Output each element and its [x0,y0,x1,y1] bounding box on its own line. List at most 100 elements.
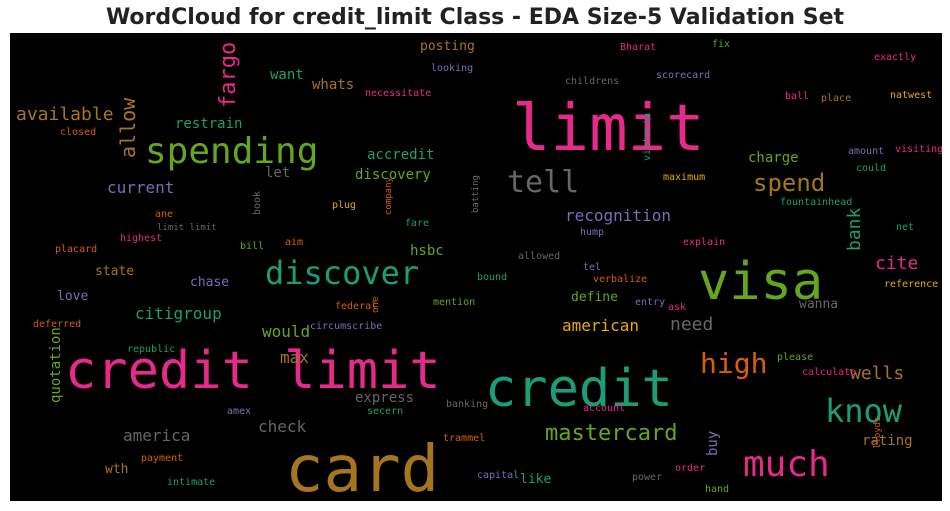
word-looking: looking [431,63,473,74]
word-buy: buy [705,431,721,456]
word-amount: amount [848,146,884,157]
word-state: state [95,264,134,279]
word-want: want [270,67,304,83]
word-bank: bank [844,207,865,251]
word-place: place [821,93,851,104]
word-batting: batting [471,175,481,213]
word-know: know [825,392,903,430]
word-recognition: recognition [565,206,671,225]
word-republic: republic [127,344,175,355]
word-max: max [280,348,309,367]
word-account: account [583,403,625,414]
word-limit: limit [512,92,705,166]
word-victoria: victoria [642,113,653,161]
word-whats: whats [312,77,354,93]
word-cite: cite [875,253,918,274]
word-exactly: exactly [874,52,916,63]
word-circumscribe: circumscribe [310,321,382,332]
word-love: love [57,289,88,304]
word-fargo: fargo [216,42,241,108]
word-please: please [777,352,813,363]
word-need: need [670,314,713,335]
word-explain: explain [683,237,725,248]
word-credit: credit [485,359,673,419]
word-hsbc: hsbc [410,243,444,259]
word-fountainhead: fountainhead [780,197,852,208]
word-discover: discover [265,254,419,292]
word-hand: hand [705,484,729,495]
word-fix: fix [712,39,730,50]
word-restrain: restrain [175,116,242,132]
word-define: define [571,290,618,305]
word-closed: closed [60,127,96,138]
chart-title: WordCloud for credit_limit Class - EDA S… [105,5,845,30]
word-allow: allow [116,97,140,158]
word-order: order [675,463,705,474]
word-company: company [384,176,394,215]
word-entry: entry [635,297,665,308]
word-credit-limit: credit limit [65,341,441,401]
word-amex: amex [227,406,251,417]
word-visiting: visiting [895,144,942,155]
word-net: net [896,222,914,233]
word-reference: reference [884,279,938,290]
wordcloud-canvas: credit limit card limit credit visa discover s… [10,33,942,501]
word-much: much [743,444,830,485]
word-could: could [856,163,886,174]
word-plug: plug [332,200,356,211]
word-ask: ask [668,302,686,313]
word-book: book [252,191,263,215]
word-necessitate: necessitate [365,88,431,99]
word-lloyds: lloyds [873,416,883,449]
word-posting: posting [420,39,475,54]
word-bharat: Bharat [620,42,656,53]
word-placard: placard [55,244,97,255]
word-intimate: intimate [167,477,215,488]
word-allowed: allowed [518,251,560,262]
word-discovery: discovery [355,167,431,183]
word-express: express [355,390,414,406]
word-charge: charge [748,150,799,166]
word-maximum: maximum [663,172,705,183]
word-current: current [107,178,174,197]
word-calculate: calculate [802,367,856,378]
word-american: american [562,316,639,335]
word-fare: fare [405,218,429,229]
word-verbalize: verbalize [593,274,647,285]
word-let: let [265,165,290,181]
word-spend: spend [753,169,825,197]
word-card: card [285,433,439,501]
word-mastercard: mastercard [545,421,677,446]
word-limit-limit: limit limit [157,223,217,233]
word-rating: rating [862,433,913,449]
word-secern: secern [367,406,403,417]
word-childrens: childrens [565,76,619,87]
word-trammel: trammel [443,433,485,444]
word-like: like [520,472,551,487]
word-bound: bound [477,272,507,283]
word-visa: visa [698,252,823,312]
word-one: one [371,297,381,313]
word-wanna: wanna [799,297,838,312]
word-power: power [632,472,662,483]
word-ball: ball [785,91,809,102]
word-quotation: quotation [48,327,64,403]
word-ane: ane [155,209,173,220]
word-wells: wells [850,363,904,384]
word-would: would [262,322,310,341]
word-accredit: accredit [367,147,434,163]
word-citigroup: citigroup [135,304,222,323]
word-spending: spending [145,131,318,172]
word-check: check [258,417,307,436]
word-available: available [16,104,114,125]
word-banking: banking [446,399,488,410]
word-mention: mention [433,297,475,308]
word-bill: bill [240,241,264,252]
word-capital: capital [477,470,519,481]
word-wth: wth [105,462,128,477]
wordcloud-svg: credit limit card limit credit visa discover s… [16,39,942,501]
word-tel: tel [583,262,601,273]
word-deferred: deferred [33,319,81,330]
word-america: america [123,426,190,445]
word-federal: federal [335,301,377,312]
